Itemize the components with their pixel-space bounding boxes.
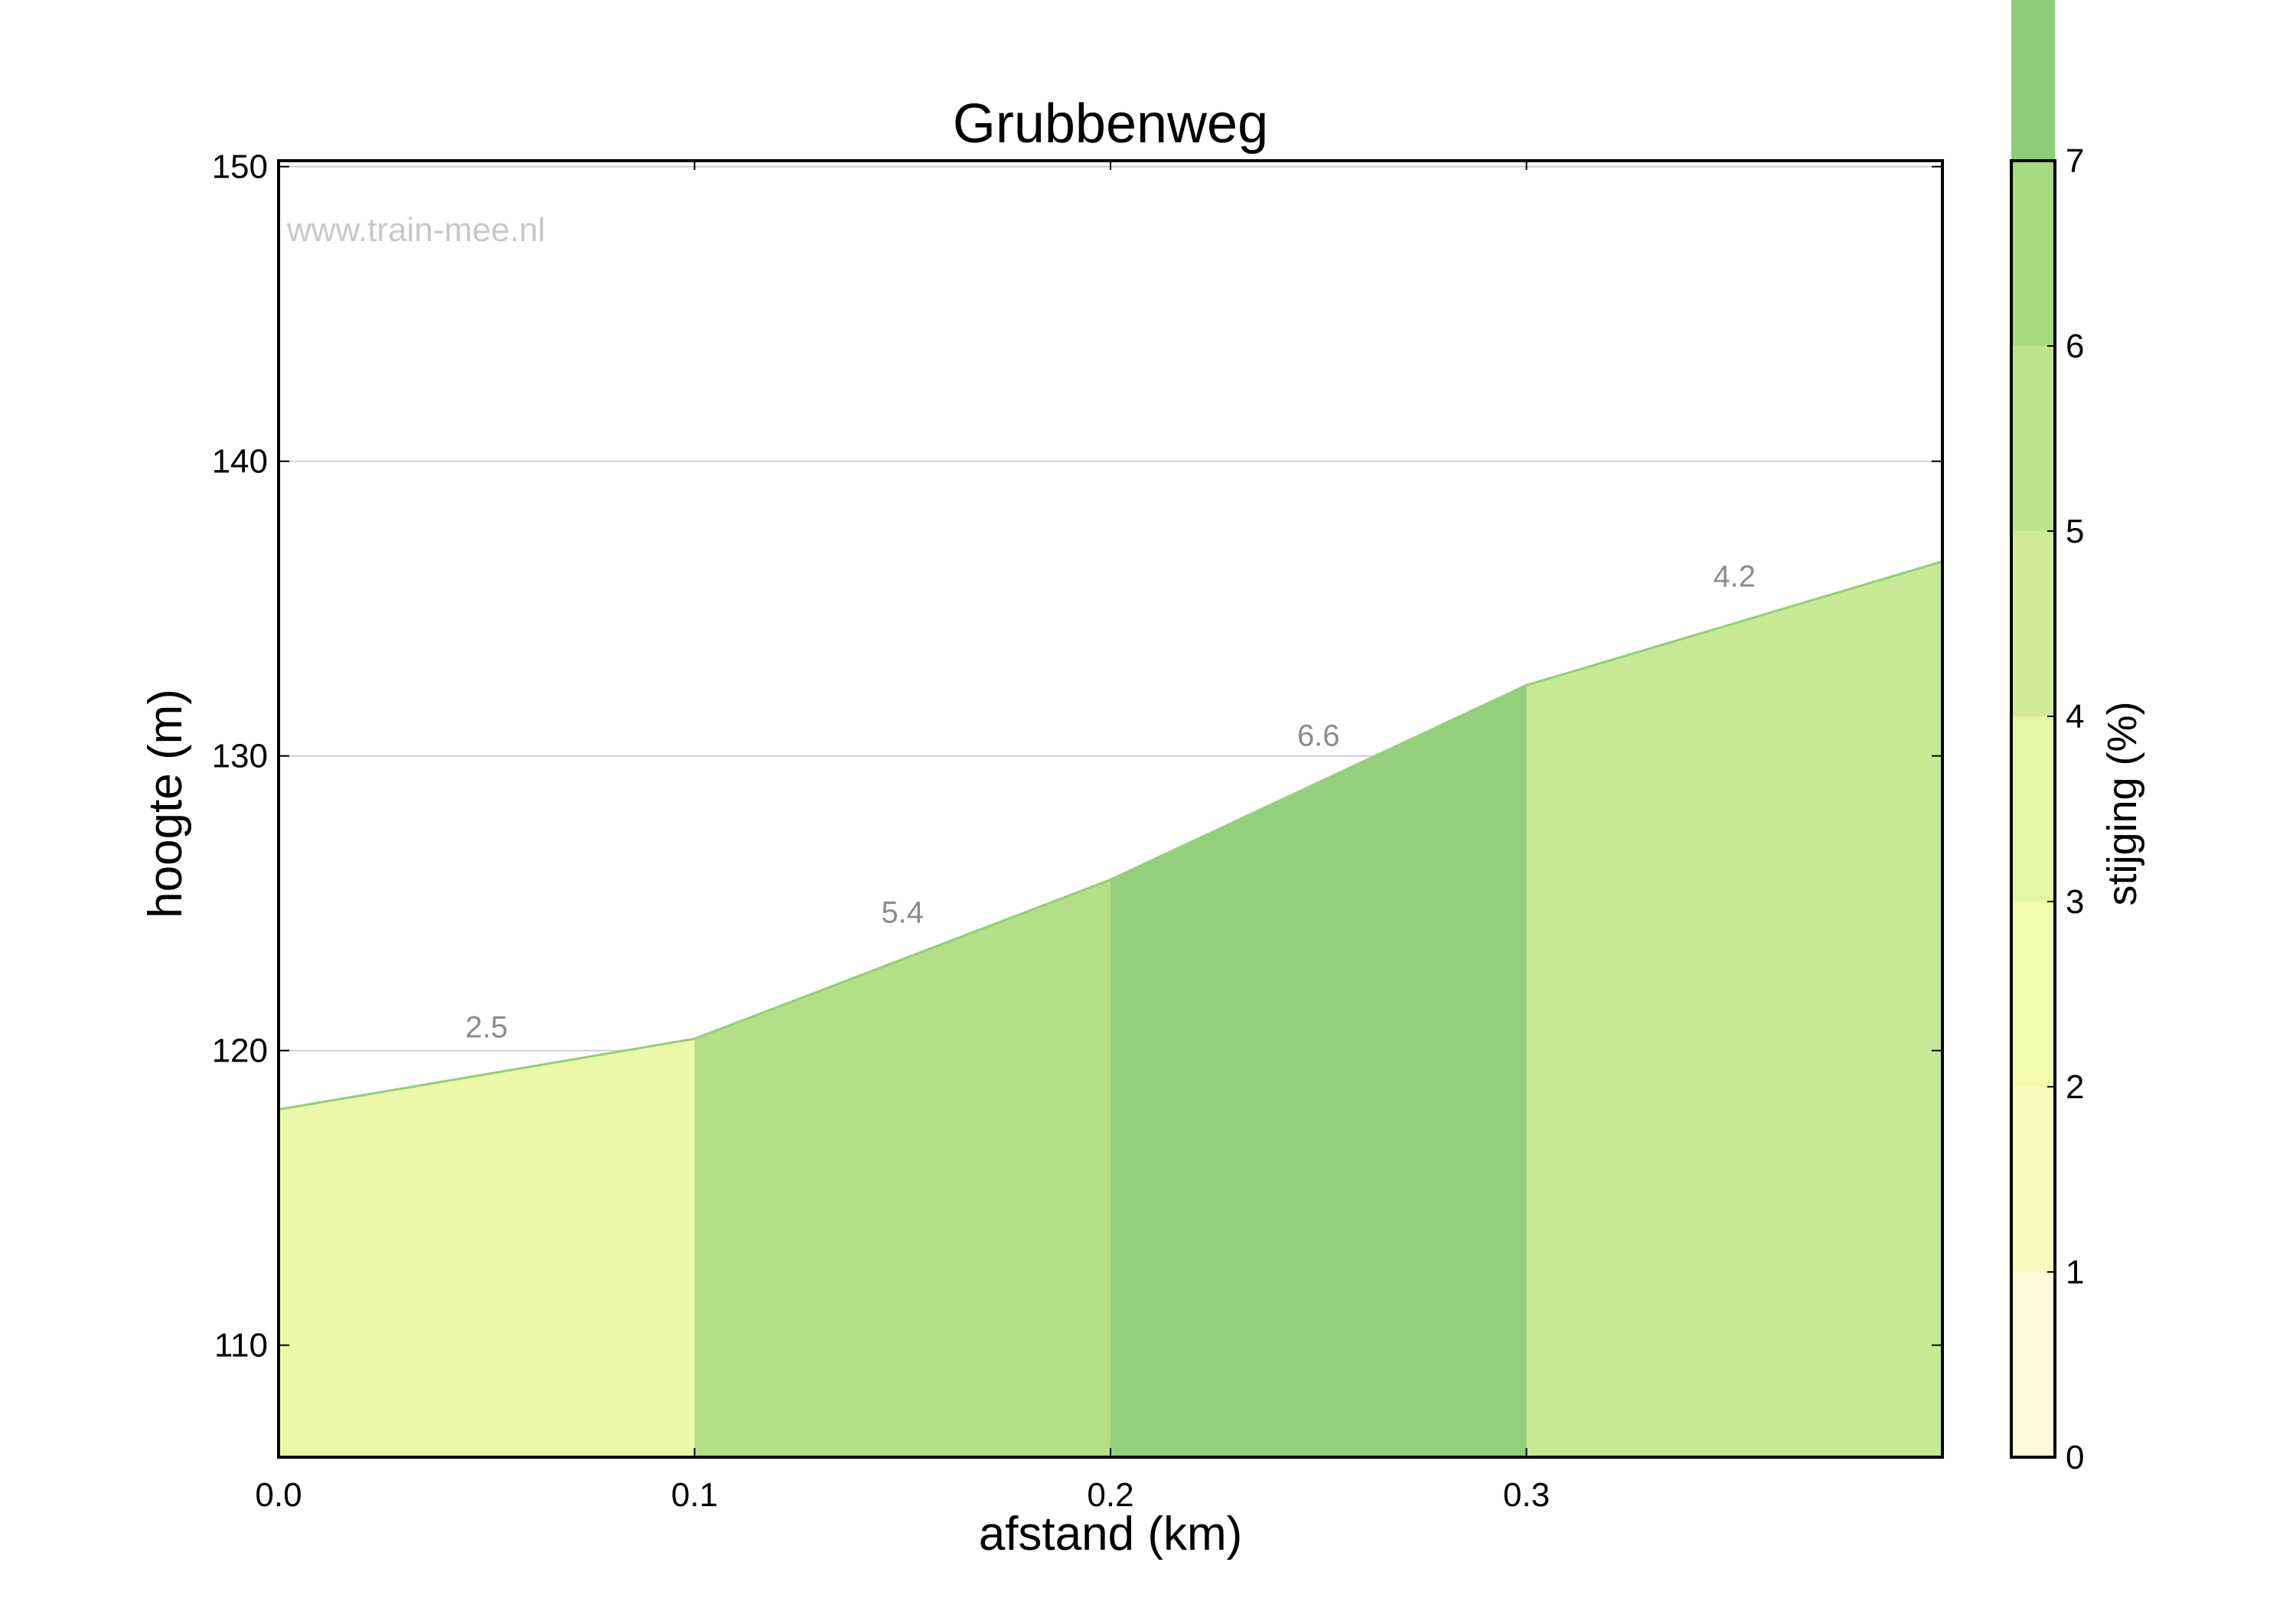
- colorbar-band: [2011, 716, 2055, 902]
- grade-label: 2.5: [465, 1011, 508, 1045]
- colorbar-tick-label: 0: [2066, 1439, 2084, 1476]
- y-tick-label: 120: [212, 1032, 268, 1070]
- colorbar-tick-label: 2: [2066, 1068, 2084, 1106]
- colorbar-band: [2011, 531, 2055, 716]
- grade-label: 4.2: [1713, 559, 1756, 593]
- grade-segment-area: [694, 879, 1110, 1457]
- x-tick-label: 0.3: [1503, 1476, 1550, 1514]
- x-tick-label: 0.0: [255, 1476, 302, 1514]
- grade-segment-area: [279, 1039, 695, 1457]
- colorbar-band: [2011, 0, 2055, 161]
- colorbar-band: [2011, 1272, 2055, 1457]
- x-tick-label: 0.2: [1087, 1476, 1133, 1514]
- grade-label: 6.6: [1297, 719, 1340, 752]
- colorbar-band: [2011, 1087, 2055, 1272]
- colorbar-tick-label: 4: [2066, 698, 2084, 735]
- elevation-line: [278, 560, 1943, 1111]
- grade-label: 5.4: [881, 895, 924, 929]
- colorbar-tick-label: 3: [2066, 883, 2084, 921]
- colorbar-label: stijging (%): [2099, 701, 2145, 905]
- colorbar-tick-label: 1: [2066, 1254, 2084, 1291]
- x-tick-label: 0.1: [671, 1476, 718, 1514]
- y-axis-label: hoogte (m): [139, 689, 192, 918]
- colorbar-band: [2011, 161, 2055, 346]
- colorbar-band: [2011, 346, 2055, 531]
- colorbar-tick-label: 6: [2066, 328, 2084, 365]
- chart-title: Grubbenweg: [953, 93, 1268, 155]
- colorbar-tick-label: 5: [2066, 513, 2084, 550]
- colorbar-tick-label: 7: [2066, 142, 2084, 180]
- watermark: www.train-mee.nl: [286, 211, 545, 249]
- grade-segment-area: [1526, 561, 1942, 1457]
- colorbar-frame: [2010, 159, 2056, 1459]
- y-tick-label: 130: [212, 738, 268, 775]
- grade-segment-area: [1110, 685, 1527, 1457]
- colorbar-band: [2011, 902, 2055, 1087]
- y-tick-label: 110: [214, 1327, 268, 1365]
- y-tick-label: 140: [212, 443, 268, 481]
- y-tick-label: 150: [212, 148, 268, 186]
- x-axis-label: afstand (km): [979, 1508, 1243, 1560]
